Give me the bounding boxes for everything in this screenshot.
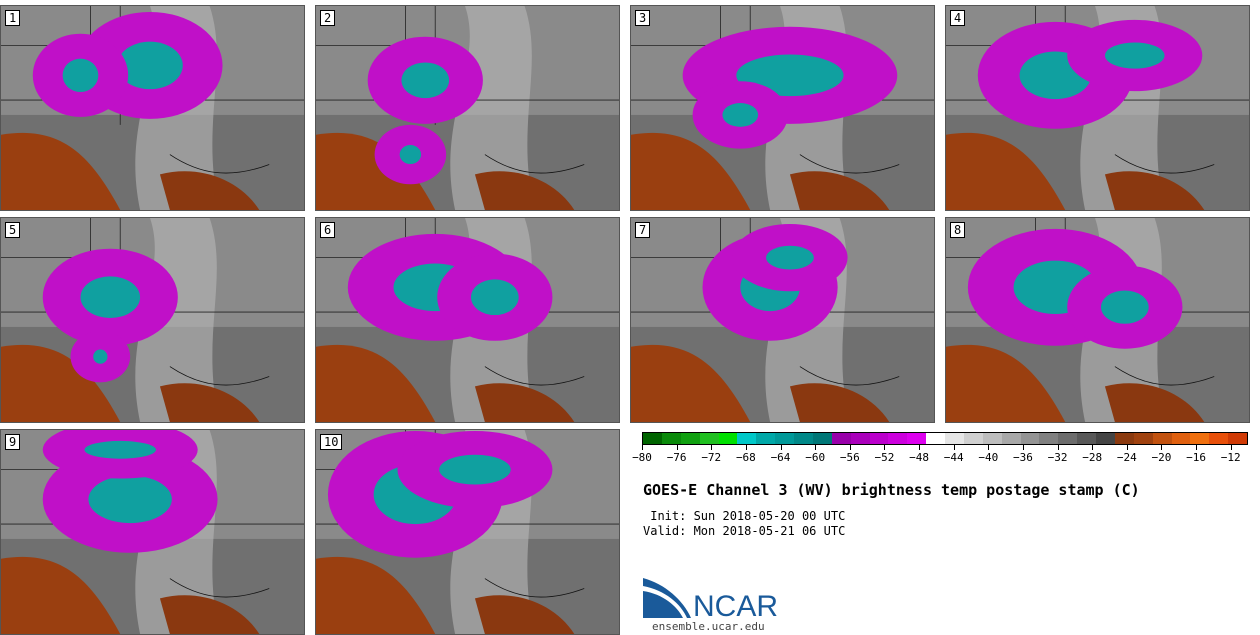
postage-stamp-panel: 1 [0, 5, 305, 211]
colorbar-tick-label: −28 [1082, 451, 1103, 464]
colorbar-swatch [1114, 433, 1134, 444]
panel-number: 10 [320, 434, 343, 450]
colorbar-tick [711, 445, 713, 450]
panel-number: 7 [635, 222, 651, 238]
colorbar-tick [1196, 445, 1198, 450]
colorbar-swatch [888, 433, 908, 444]
colorbar-tick [1022, 445, 1024, 450]
colorbar-tick [676, 445, 678, 450]
colorbar-tick [745, 445, 747, 450]
colorbar-tick-label: −68 [735, 451, 756, 464]
panel-number: 3 [635, 10, 651, 26]
panel-number: 4 [950, 10, 966, 26]
colorbar-swatch [1058, 433, 1078, 444]
colorbar-swatch [1190, 433, 1210, 444]
colorbar-tick-label: −36 [1012, 451, 1033, 464]
colorbar-swatch [1039, 433, 1059, 444]
panel-number: 2 [320, 10, 336, 26]
colorbar-swatch [718, 433, 738, 444]
postage-stamp-panel: 3 [630, 5, 935, 211]
colorbar-swatch [699, 433, 719, 444]
colorbar-tick [642, 445, 643, 450]
colorbar-tick-label: −64 [770, 451, 791, 464]
panel-number: 5 [5, 222, 21, 238]
colorbar-swatch [1209, 433, 1229, 444]
colorbar-swatch [1171, 433, 1191, 444]
colorbar-tick [1057, 445, 1059, 450]
colorbar-swatch [756, 433, 776, 444]
colorbar-swatch [812, 433, 832, 444]
colorbar-swatch [869, 433, 889, 444]
colorbar-swatch [1133, 433, 1153, 444]
colorbar-swatch [1001, 433, 1021, 444]
colorbar-swatch [737, 433, 757, 444]
colorbar-tick-label: −20 [1151, 451, 1172, 464]
ncar-logo: NCAR [643, 578, 793, 623]
valid-time: Valid: Mon 2018-05-21 06 UTC [643, 524, 846, 538]
colorbar-tick-label: −72 [701, 451, 722, 464]
colorbar-tick [988, 445, 990, 450]
postage-stamp-panel: 2 [315, 5, 620, 211]
panel-number: 6 [320, 222, 336, 238]
colorbar-tick [884, 445, 886, 450]
colorbar-tick-label: −60 [805, 451, 826, 464]
figure-title: GOES-E Channel 3 (WV) brightness temp po… [643, 481, 1140, 499]
colorbar-tick [953, 445, 955, 450]
colorbar-swatch [945, 433, 964, 444]
colorbar [642, 432, 1248, 445]
colorbar-tick [1161, 445, 1163, 450]
colorbar-swatch [982, 433, 1002, 444]
colorbar-swatch [661, 433, 681, 444]
colorbar-swatch [963, 433, 983, 444]
colorbar-swatch [680, 433, 700, 444]
postage-stamp-panel: 9 [0, 429, 305, 635]
panel-number: 1 [5, 10, 21, 26]
colorbar-tick [780, 445, 782, 450]
colorbar-swatch [643, 433, 662, 444]
colorbar-tick-label: −80 [632, 451, 652, 464]
colorbar-swatch [794, 433, 813, 444]
colorbar-tick-label: −48 [909, 451, 929, 464]
colorbar-tick-label: −24 [1116, 451, 1137, 464]
colorbar-tick [815, 445, 817, 450]
colorbar-swatch [926, 433, 945, 444]
init-time: Init: Sun 2018-05-20 00 UTC [643, 509, 846, 523]
colorbar-tick-label: −16 [1186, 451, 1206, 464]
colorbar-swatch [1077, 433, 1096, 444]
panel-number: 9 [5, 434, 21, 450]
ncar-logo-text: NCAR [693, 590, 778, 620]
colorbar-swatch [1096, 433, 1115, 444]
colorbar-tick-label: −32 [1047, 451, 1068, 464]
postage-stamp-panel: 4 [945, 5, 1250, 211]
colorbar-swatch [1020, 433, 1040, 444]
postage-stamp-panel: 7 [630, 217, 935, 423]
colorbar-tick [1230, 445, 1232, 450]
colorbar-tick [849, 445, 851, 450]
colorbar-ticks: −80 −76 −72 −68 −64 −60 −56 −52 −48 −44 −40 −36 −32 −… [632, 445, 1248, 475]
colorbar-tick-label: −40 [978, 451, 999, 464]
postage-stamp-panel: 5 [0, 217, 305, 423]
colorbar-swatch [1152, 433, 1172, 444]
colorbar-swatch [775, 433, 794, 444]
colorbar-swatch [850, 433, 870, 444]
colorbar-tick-label: −56 [839, 451, 860, 464]
colorbar-tick [1126, 445, 1128, 450]
panel-number: 8 [950, 222, 966, 238]
colorbar-swatch [831, 433, 851, 444]
postage-stamp-panel: 8 [945, 217, 1250, 423]
postage-stamp-panel: 10 [315, 429, 620, 635]
url-text: ensemble.ucar.edu [652, 620, 765, 633]
colorbar-tick-label: −76 [666, 451, 687, 464]
colorbar-tick-label: −44 [943, 451, 964, 464]
postage-stamp-panel: 6 [315, 217, 620, 423]
colorbar-swatch [907, 433, 927, 444]
colorbar-tick-label: −12 [1220, 451, 1241, 464]
colorbar-tick-label: −52 [874, 451, 895, 464]
colorbar-swatch [1228, 433, 1247, 444]
colorbar-tick [1092, 445, 1094, 450]
colorbar-tick [919, 445, 921, 450]
